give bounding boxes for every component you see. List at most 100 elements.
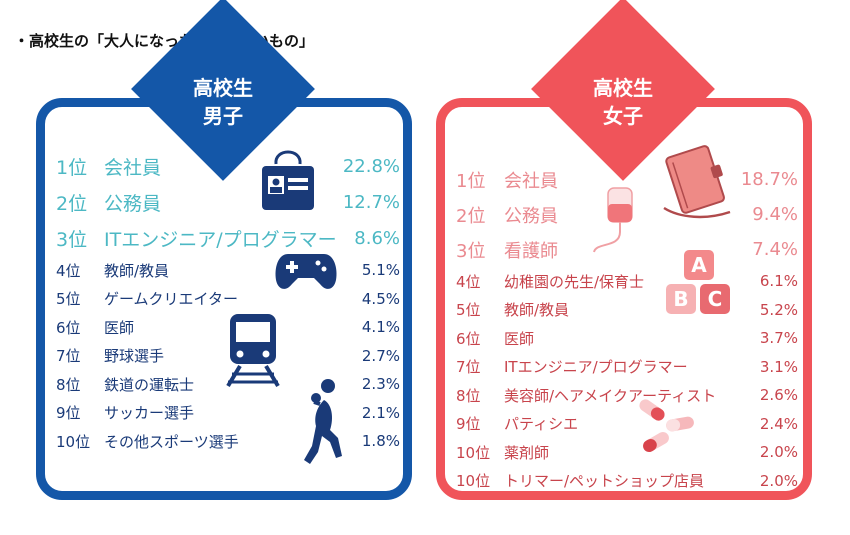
job: 医師 (504, 329, 535, 348)
girls-title: 高校生 女子 (558, 74, 688, 130)
percentage: 12.7% (342, 191, 400, 213)
percentage: 4.5% (361, 289, 400, 308)
block-b: B (666, 284, 696, 314)
percentage: 1.8% (361, 432, 400, 451)
train-icon (226, 314, 280, 388)
rank: 10位 (456, 472, 491, 491)
girls-row-10: 10位 薬剤師 2.0% (456, 438, 798, 467)
id-badge-icon (262, 150, 314, 210)
percentage: 6.1% (759, 272, 798, 291)
rank: 7位 (56, 347, 81, 366)
rank: 1位 (56, 156, 88, 179)
job: ITエンジニア/プログラマー (504, 358, 688, 377)
girls-row-8: 8位 美容師/ヘアメイクアーティスト 2.6% (456, 381, 798, 410)
percentage: 8.6% (354, 227, 400, 249)
job: 公務員 (504, 205, 558, 227)
boys-panel (36, 98, 412, 500)
block-c: C (700, 284, 730, 314)
boys-rank-list: 1位 会社員 22.8% 2位 公務員 12.7% 3位 ITエンジニア/プログ… (56, 148, 400, 456)
percentage: 2.0% (759, 443, 798, 462)
rank: 4位 (56, 261, 81, 280)
job: 会社員 (104, 156, 162, 179)
rank: 9位 (56, 404, 81, 423)
rank: 5位 (56, 290, 81, 309)
boys-row-3: 3位 ITエンジニア/プログラマー 8.6% (56, 220, 400, 256)
percentage: 5.2% (759, 300, 798, 319)
percentage: 18.7% (740, 169, 798, 190)
boys-title: 高校生 男子 (158, 74, 288, 130)
basketball-player-icon (304, 379, 342, 464)
rank: 3位 (456, 240, 486, 262)
rank: 10位 (56, 432, 91, 451)
girls-row-7: 7位 ITエンジニア/プログラマー 3.1% (456, 353, 798, 382)
game-controller-icon (275, 254, 337, 289)
job: ゲームクリエイター (104, 290, 238, 309)
percentage: 2.0% (759, 471, 798, 490)
rank: 6位 (456, 329, 481, 348)
percentage: 3.7% (759, 329, 798, 348)
job: パティシエ (504, 415, 579, 434)
rank: 6位 (56, 318, 81, 337)
girls-row-4: 4位 幼稚園の先生/保育士 6.1% (456, 267, 798, 296)
girls-title-line2: 女子 (603, 104, 643, 128)
abc-blocks-icon: A B C (660, 250, 738, 320)
rank: 4位 (456, 272, 481, 291)
job: サッカー選手 (104, 404, 195, 423)
pills-icon (639, 399, 694, 452)
job: 教師/教員 (504, 301, 570, 320)
boys-row-1: 1位 会社員 22.8% (56, 148, 400, 184)
percentage: 2.3% (361, 375, 400, 394)
girls-row-5: 5位 教師/教員 5.2% (456, 296, 798, 325)
boys-row-9: 9位 サッカー選手 2.1% (56, 399, 400, 428)
girls-row-1: 1位 会社員 18.7% (456, 162, 798, 197)
job: ITエンジニア/プログラマー (104, 228, 337, 251)
job: 医師 (104, 318, 135, 337)
job: トリマー/ペットショップ店員 (504, 472, 705, 491)
job: 会社員 (504, 170, 558, 192)
job: 野球選手 (104, 347, 165, 366)
percentage: 3.1% (759, 357, 798, 376)
boys-row-4: 4位 教師/教員 5.1% (56, 256, 400, 285)
girls-title-line1: 高校生 (593, 76, 653, 100)
job: 公務員 (104, 192, 162, 215)
girls-row-6: 6位 医師 3.7% (456, 324, 798, 353)
girls-rank-list: 1位 会社員 18.7% 2位 公務員 9.4% 3位 看護師 7.4% 4位 … (456, 162, 798, 495)
boys-row-5: 5位 ゲームクリエイター 4.5% (56, 285, 400, 314)
boys-title-line1: 高校生 (193, 76, 253, 100)
girls-row-9: 9位 パティシエ 2.4% (456, 410, 798, 439)
job: 看護師 (504, 240, 558, 262)
job: 教師/教員 (104, 261, 170, 280)
percentage: 7.4% (752, 239, 798, 260)
rank: 10位 (456, 443, 491, 462)
boys-row-8: 8位 鉄道の運転士 2.3% (56, 370, 400, 399)
rank: 8位 (56, 375, 81, 394)
block-a: A (684, 250, 714, 280)
percentage: 22.8% (342, 155, 400, 177)
boys-row-10: 10位 その他スポーツ選手 1.8% (56, 427, 400, 456)
job: 美容師/ヘアメイクアーティスト (504, 386, 717, 405)
girls-row-2: 2位 公務員 9.4% (456, 197, 798, 232)
percentage: 2.6% (759, 386, 798, 405)
rank: 7位 (456, 358, 481, 377)
boys-title-line2: 男子 (203, 104, 243, 128)
job: 幼稚園の先生/保育士 (504, 272, 645, 291)
percentage: 2.4% (759, 414, 798, 433)
boys-row-6: 6位 医師 4.1% (56, 313, 400, 342)
boys-row-2: 2位 公務員 12.7% (56, 184, 400, 220)
rank: 5位 (456, 301, 481, 320)
boys-row-7: 7位 野球選手 2.7% (56, 342, 400, 371)
job: その他スポーツ選手 (104, 432, 239, 451)
rank: 8位 (456, 386, 481, 405)
rank: 1位 (456, 170, 486, 192)
rank: 2位 (56, 192, 88, 215)
iv-drip-icon (593, 187, 633, 253)
percentage: 2.7% (361, 346, 400, 365)
notebook-icon (663, 145, 731, 219)
job: 鉄道の運転士 (104, 375, 195, 394)
rank: 3位 (56, 228, 88, 251)
percentage: 2.1% (361, 403, 400, 422)
job: 薬剤師 (504, 443, 550, 462)
rank: 9位 (456, 415, 481, 434)
girls-row-3: 3位 看護師 7.4% (456, 232, 798, 267)
girls-row-11: 10位 トリマー/ペットショップ店員 2.0% (456, 467, 798, 496)
